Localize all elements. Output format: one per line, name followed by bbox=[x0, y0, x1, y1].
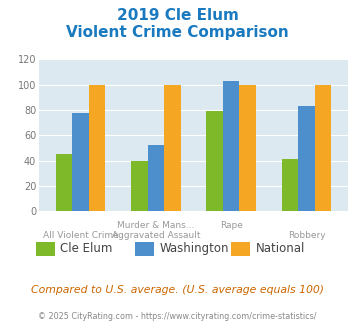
Bar bbox=[131, 161, 148, 211]
Bar bbox=[315, 85, 331, 211]
Text: Murder & Mans...: Murder & Mans... bbox=[117, 221, 195, 230]
Text: Cle Elum: Cle Elum bbox=[60, 242, 113, 255]
Bar bbox=[164, 85, 181, 211]
Text: National: National bbox=[256, 242, 305, 255]
Bar bbox=[72, 113, 89, 211]
Bar bbox=[148, 146, 164, 211]
Text: All Violent Crime: All Violent Crime bbox=[43, 231, 118, 241]
Bar bbox=[298, 106, 315, 211]
Text: Robbery: Robbery bbox=[288, 231, 325, 241]
Text: Aggravated Assault: Aggravated Assault bbox=[111, 231, 200, 241]
Bar bbox=[56, 154, 72, 211]
Bar bbox=[239, 85, 256, 211]
Text: Rape: Rape bbox=[220, 221, 242, 230]
Bar bbox=[206, 111, 223, 211]
Bar bbox=[223, 81, 239, 211]
Text: Violent Crime Comparison: Violent Crime Comparison bbox=[66, 25, 289, 40]
Bar bbox=[89, 85, 105, 211]
Text: Compared to U.S. average. (U.S. average equals 100): Compared to U.S. average. (U.S. average … bbox=[31, 285, 324, 295]
Text: Washington: Washington bbox=[160, 242, 229, 255]
Text: 2019 Cle Elum: 2019 Cle Elum bbox=[116, 8, 239, 23]
Text: © 2025 CityRating.com - https://www.cityrating.com/crime-statistics/: © 2025 CityRating.com - https://www.city… bbox=[38, 312, 317, 321]
Bar bbox=[282, 159, 298, 211]
